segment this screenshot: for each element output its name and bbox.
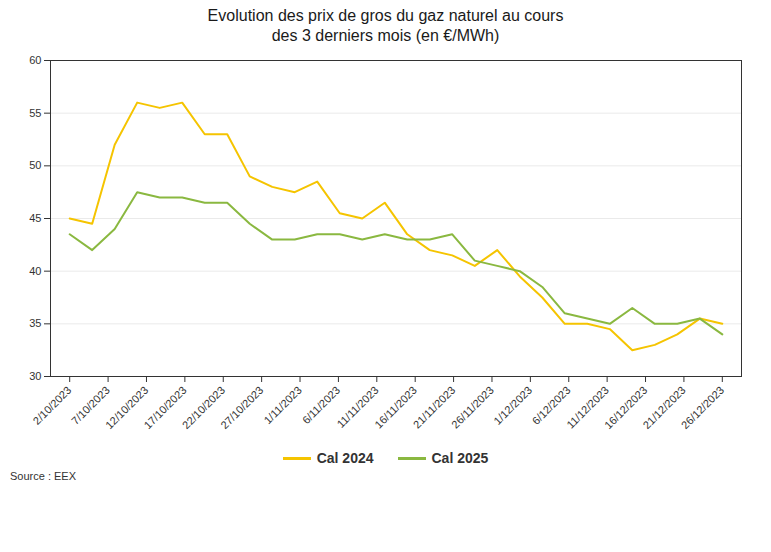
svg-text:21/11/2023: 21/11/2023 — [410, 383, 458, 431]
svg-text:22/10/2023: 22/10/2023 — [179, 383, 228, 432]
svg-text:26/12/2023: 26/12/2023 — [679, 384, 726, 431]
svg-text:7/10/2023: 7/10/2023 — [68, 383, 112, 427]
svg-text:1/11/2023: 1/11/2023 — [261, 384, 304, 427]
svg-text:30: 30 — [29, 370, 41, 382]
svg-text:16/12/2023: 16/12/2023 — [602, 383, 650, 432]
svg-text:6/12/2023: 6/12/2023 — [529, 383, 573, 427]
svg-text:1/12/2023: 1/12/2023 — [491, 384, 534, 427]
svg-text:60: 60 — [29, 54, 41, 66]
svg-text:27/10/2023: 27/10/2023 — [218, 384, 265, 431]
svg-text:12/10/2023: 12/10/2023 — [103, 383, 151, 432]
svg-text:26/11/2023: 26/11/2023 — [449, 384, 496, 431]
html-text:Evolution des prix de gros du: Evolution des prix de gros du gaz nature… — [207, 7, 564, 44]
svg-text:17/10/2023: 17/10/2023 — [141, 383, 189, 432]
svg-text:50: 50 — [29, 159, 41, 171]
html-text:Cal 2024: Cal 2024 — [316, 450, 374, 466]
svg-text:21/12/2023: 21/12/2023 — [640, 383, 688, 432]
svg-text:40: 40 — [29, 265, 41, 277]
svg-text:2/10/2023: 2/10/2023 — [31, 384, 74, 427]
svg-text:16/11/2023: 16/11/2023 — [372, 383, 420, 431]
html-text:Cal 2025: Cal 2025 — [431, 450, 489, 466]
svg-text:35: 35 — [29, 317, 41, 329]
svg-text:6/11/2023: 6/11/2023 — [299, 383, 343, 427]
html-text:Source : EEX: Source : EEX — [10, 470, 76, 482]
svg-text:45: 45 — [29, 212, 41, 224]
svg-text:55: 55 — [29, 107, 41, 119]
svg-text:11/12/2023: 11/12/2023 — [564, 383, 611, 431]
svg-text:11/11/2023: 11/11/2023 — [334, 383, 381, 430]
